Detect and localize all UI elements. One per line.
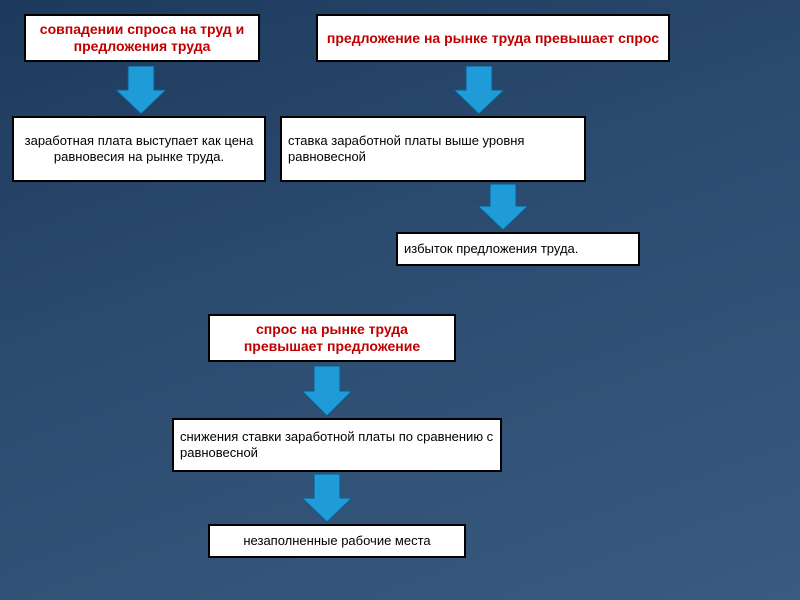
arrow-down-icon bbox=[302, 474, 352, 522]
text-box-5: незаполненные рабочие места bbox=[208, 524, 466, 558]
text-1: заработная плата выступает как цена равн… bbox=[20, 133, 258, 164]
text-box-3: избыток предложения труда. bbox=[396, 232, 640, 266]
text-2: ставка заработной платы выше уровня равн… bbox=[288, 133, 578, 164]
title-box-2: предложение на рынке труда превышает спр… bbox=[316, 14, 670, 62]
title-box-1: совпадении спроса на труд и предложения … bbox=[24, 14, 260, 62]
arrow-down-icon bbox=[302, 366, 352, 416]
text-5: незаполненные рабочие места bbox=[243, 533, 430, 549]
title-text-1: совпадении спроса на труд и предложения … bbox=[32, 21, 252, 55]
title-box-3: спрос на рынке труда превышает предложен… bbox=[208, 314, 456, 362]
title-text-2: предложение на рынке труда превышает спр… bbox=[327, 30, 659, 47]
text-box-1: заработная плата выступает как цена равн… bbox=[12, 116, 266, 182]
arrow-down-icon bbox=[478, 184, 528, 230]
text-3: избыток предложения труда. bbox=[404, 241, 578, 257]
text-4: снижения ставки заработной платы по срав… bbox=[180, 429, 494, 460]
title-text-3: спрос на рынке труда превышает предложен… bbox=[216, 321, 448, 355]
text-box-4: снижения ставки заработной платы по срав… bbox=[172, 418, 502, 472]
arrow-down-icon bbox=[454, 66, 504, 114]
text-box-2: ставка заработной платы выше уровня равн… bbox=[280, 116, 586, 182]
arrow-down-icon bbox=[116, 66, 166, 114]
